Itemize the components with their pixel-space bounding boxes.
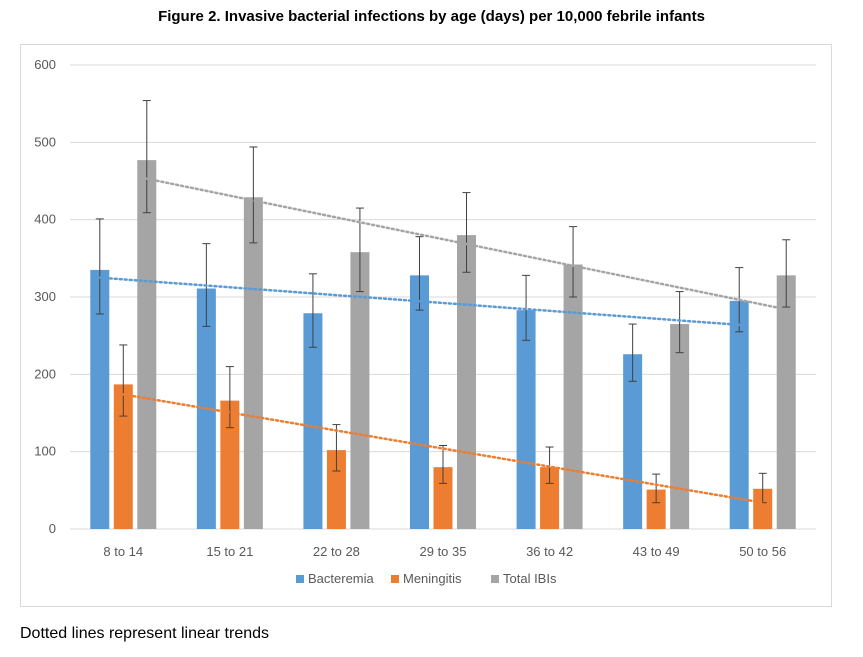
legend-swatch [296, 575, 304, 583]
bar-meningitis [433, 467, 453, 529]
legend-swatch [391, 575, 399, 583]
y-tick-label: 500 [34, 134, 56, 149]
bar-total-ibis [350, 252, 370, 529]
y-tick-label: 200 [34, 366, 56, 381]
bar-total-ibis [243, 197, 263, 530]
bar-bacteremia [90, 269, 110, 529]
y-tick-label: 100 [34, 444, 56, 459]
x-tick-label: 36 to 42 [526, 544, 573, 559]
legend: Bacteremia Meningitis Total IBIs [296, 571, 557, 586]
error-bars [95, 100, 791, 504]
y-tick-label: 400 [34, 212, 56, 227]
x-tick-label: 22 to 28 [313, 544, 360, 559]
legend-label: Meningitis [403, 571, 462, 586]
x-tick-label: 8 to 14 [103, 544, 143, 559]
bar-bacteremia [303, 313, 323, 529]
x-tick-label: 29 to 35 [420, 544, 467, 559]
x-tick-label: 15 to 21 [206, 544, 253, 559]
trend-line-meningitis [122, 393, 764, 504]
chart-svg: 0 100 200 300 400 500 600 8 to 14 15 to 21 22 to… [34, 57, 816, 586]
bar-total-ibis [457, 235, 476, 529]
bar-bacteremia [410, 275, 429, 529]
x-axis-ticks: 8 to 14 15 to 21 22 to 28 29 to 35 36 to 42 4… [103, 544, 786, 559]
trend-lines [98, 177, 788, 504]
bar-total-ibis [670, 324, 690, 529]
legend-label: Total IBIs [503, 571, 557, 586]
bar-meningitis [753, 488, 773, 529]
chart-title: Figure 2. Invasive bacterial infections … [158, 8, 705, 25]
bar-meningitis [540, 467, 560, 529]
bar-bacteremia [729, 300, 749, 529]
bar-meningitis [646, 489, 666, 529]
bar-bacteremia [623, 354, 643, 529]
y-tick-label: 300 [34, 289, 56, 304]
bar-total-ibis [563, 264, 583, 529]
y-axis-ticks: 0 100 200 300 400 500 600 [34, 57, 56, 536]
bar-bacteremia [516, 310, 536, 529]
bar-total-ibis [776, 275, 796, 529]
y-tick-label: 600 [34, 57, 56, 72]
legend-swatch [491, 575, 499, 583]
x-tick-label: 50 to 56 [739, 544, 786, 559]
trend-line-total-ibis [145, 177, 788, 311]
bar-total-ibis [137, 160, 157, 529]
bar-meningitis [326, 450, 346, 529]
chart-area: 0 100 200 300 400 500 600 8 to 14 15 to 21 22 to… [20, 44, 832, 607]
trend-line-bacteremia [98, 276, 741, 327]
legend-label: Bacteremia [308, 571, 375, 586]
bar-meningitis [220, 400, 240, 529]
bar-meningitis [113, 384, 133, 529]
y-tick-label: 0 [49, 521, 56, 536]
x-tick-label: 43 to 49 [633, 544, 680, 559]
bars [90, 160, 796, 530]
footnote: Dotted lines represent linear trends [20, 625, 270, 642]
gridlines [70, 64, 816, 530]
